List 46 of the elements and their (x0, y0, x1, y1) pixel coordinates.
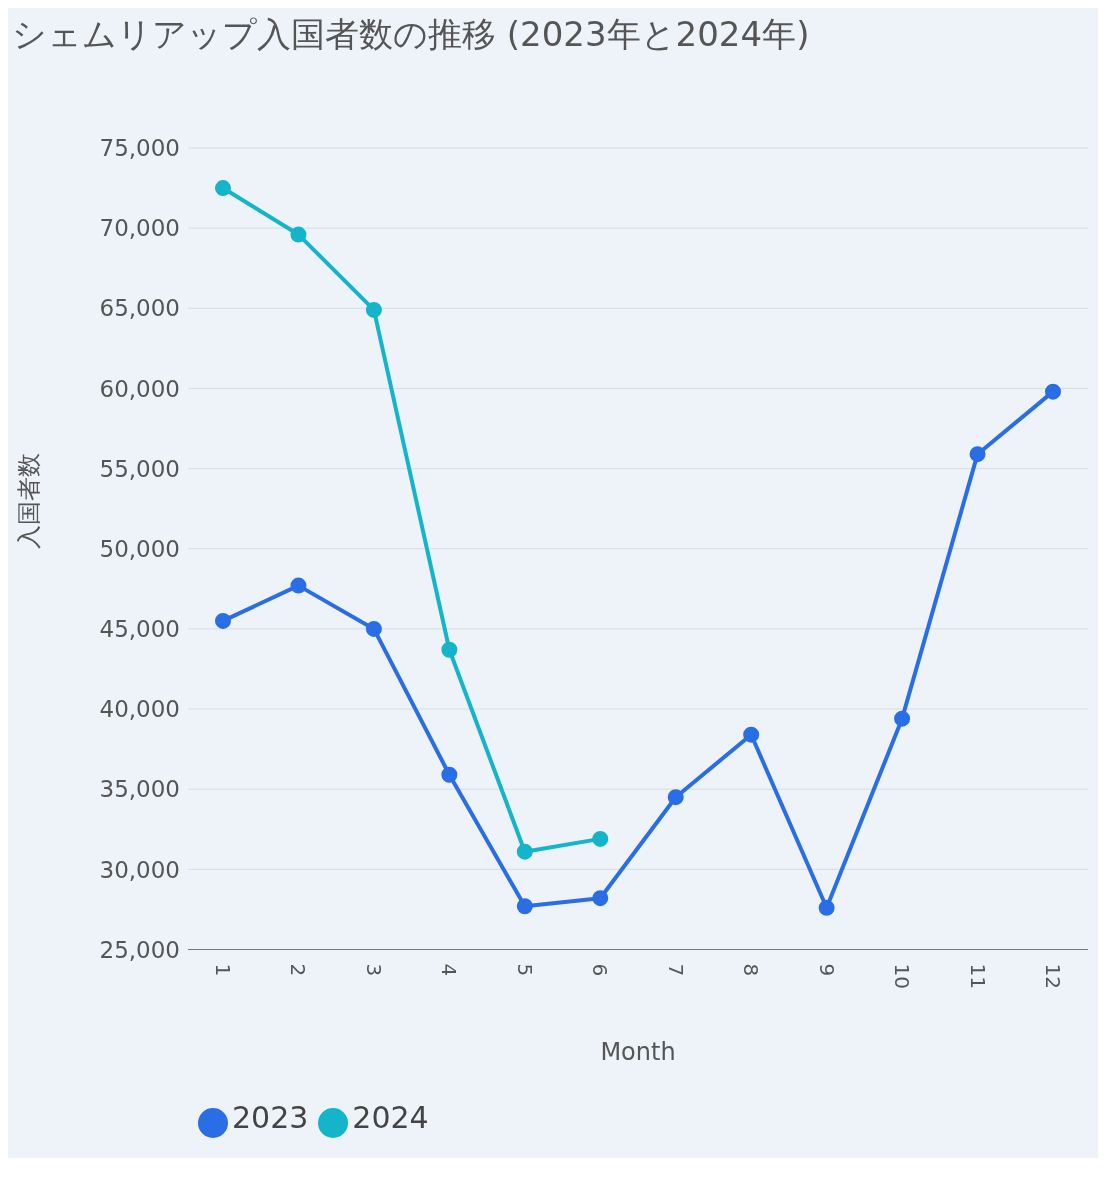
point (215, 180, 231, 197)
y-tick-label: 25,000 (99, 936, 180, 963)
y-tick-label: 40,000 (99, 696, 180, 723)
point (592, 890, 609, 907)
y-tick-label: 70,000 (99, 215, 180, 242)
point (290, 226, 307, 243)
legend-label: 2023 (232, 1099, 309, 1135)
x-tick-label: 12 (1041, 963, 1065, 989)
x-tick-label: 1 (211, 963, 235, 977)
x-tick-label: 3 (361, 963, 386, 977)
x-tick-label: 6 (588, 963, 613, 977)
y-tick-label: 55,000 (99, 455, 180, 482)
point (516, 898, 533, 915)
point (290, 577, 307, 594)
x-tick-label: 5 (512, 963, 537, 977)
point (441, 766, 458, 783)
x-tick-label: 2 (286, 963, 311, 977)
point (441, 641, 458, 658)
point (818, 899, 835, 916)
point (1045, 383, 1061, 400)
point (516, 843, 533, 860)
y-tick-label: 35,000 (99, 776, 180, 803)
x-tick-label: 7 (663, 963, 688, 977)
y-tick-label: 60,000 (99, 375, 180, 402)
point (592, 830, 609, 847)
x-tick-label: 9 (814, 963, 839, 977)
y-tick-label: 45,000 (99, 616, 180, 643)
point (894, 710, 911, 727)
y-tick-label: 50,000 (99, 535, 180, 562)
point (215, 612, 231, 629)
chart-title: シェムリアップ入国者数の推移 (2023年と2024年) (11, 13, 811, 56)
y-tick-label: 75,000 (99, 135, 180, 162)
y-tick-label: 65,000 (99, 295, 180, 322)
x-tick-label: 10 (890, 963, 915, 989)
point (969, 446, 986, 463)
y-tick-label: 30,000 (99, 856, 180, 883)
point (667, 789, 684, 806)
y-axis-title: 入国者数 (14, 452, 43, 549)
point (365, 301, 382, 318)
point (365, 620, 382, 637)
x-tick-label: 11 (965, 963, 990, 989)
legend-label: 2024 (352, 1099, 429, 1135)
point (743, 726, 760, 743)
x-axis-title: Month (600, 1037, 676, 1066)
x-tick-label: 8 (739, 963, 764, 977)
x-tick-label: 4 (437, 963, 462, 977)
